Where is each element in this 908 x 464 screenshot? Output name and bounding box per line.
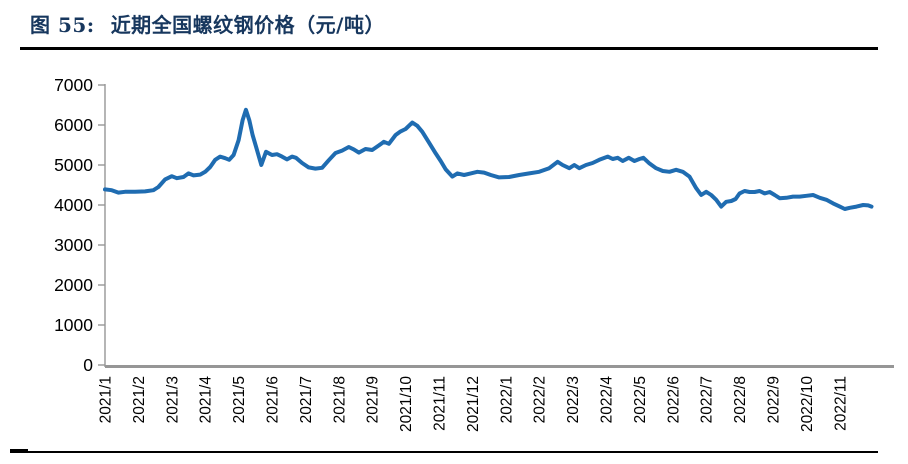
y-tick-label: 3000 [54, 235, 93, 255]
y-tick-label: 6000 [54, 115, 93, 135]
y-tick-label: 5000 [54, 155, 93, 175]
x-tick-label: 2021/12 [465, 376, 482, 432]
x-tick-label: 2022/9 [766, 376, 783, 423]
footer-divider [10, 451, 878, 453]
header-divider [20, 47, 878, 50]
x-tick-label: 2021/11 [432, 376, 449, 431]
x-tick-label: 2022/2 [532, 376, 549, 423]
y-tick-label: 7000 [54, 75, 93, 95]
x-tick-label: 2021/1 [98, 376, 115, 423]
x-tick-label: 2022/5 [632, 376, 649, 423]
x-tick-label: 2021/9 [365, 376, 382, 423]
figure-title-text: 近期全国螺纹钢价格（元/吨） [110, 13, 385, 37]
y-tick-label: 4000 [54, 195, 93, 215]
x-tick-label: 2022/3 [565, 376, 582, 423]
y-tick-label: 2000 [54, 275, 93, 295]
y-tick-label: 0 [83, 355, 93, 375]
x-tick-label: 2022/8 [732, 376, 749, 423]
x-tick-label: 2021/5 [231, 376, 248, 423]
x-tick-label: 2022/1 [498, 376, 515, 423]
x-tick-label: 2022/11 [832, 376, 849, 431]
x-tick-label: 2021/8 [331, 376, 348, 423]
y-tick-label: 1000 [54, 315, 93, 335]
x-tick-label: 2021/4 [198, 376, 215, 424]
x-tick-label: 2021/2 [131, 376, 148, 423]
price-line [103, 107, 874, 211]
x-tick-label: 2022/4 [599, 376, 616, 424]
figure-number-label: 图 55: [30, 13, 95, 37]
x-tick-label: 2022/7 [699, 376, 716, 423]
x-tick-label: 2022/6 [665, 376, 682, 423]
x-tick-label: 2021/6 [265, 376, 282, 423]
figure-title: 图 55: 近期全国螺纹钢价格（元/吨） [30, 9, 385, 38]
x-tick-label: 2022/10 [799, 376, 816, 432]
x-tick-label: 2021/7 [298, 376, 315, 423]
x-tick-label: 2021/3 [164, 376, 181, 423]
x-tick-label: 2021/10 [398, 376, 415, 432]
